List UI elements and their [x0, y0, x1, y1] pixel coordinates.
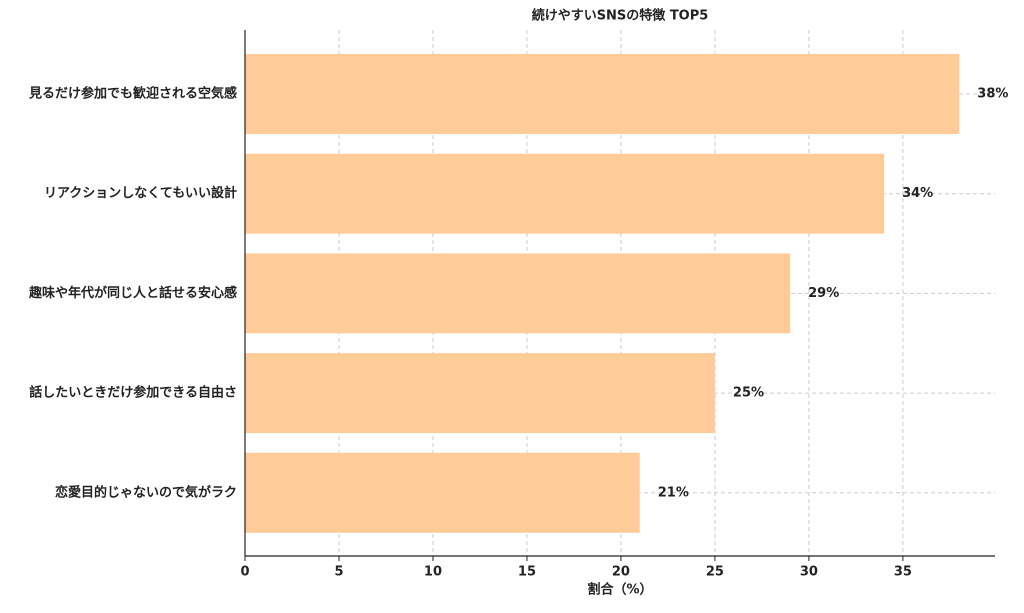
- x-tick-label: 15: [518, 565, 536, 580]
- x-tick-label: 5: [334, 565, 343, 580]
- x-tick-label: 20: [612, 565, 630, 580]
- y-tick-label: 趣味や年代が同じ人と話せる安心感: [28, 285, 237, 301]
- x-tick-label: 30: [800, 565, 818, 580]
- x-tick-label: 25: [706, 565, 724, 580]
- value-label: 34%: [902, 186, 933, 201]
- bar: [245, 452, 640, 533]
- bar: [245, 253, 791, 334]
- y-tick-label: 見るだけ参加でも歓迎される空気感: [28, 86, 237, 102]
- x-tick-label: 10: [424, 565, 442, 580]
- bar: [245, 54, 960, 134]
- x-axis-title: 割合（%）: [587, 582, 652, 598]
- bar: [245, 353, 715, 434]
- y-tick-label: 話したいときだけ参加できる自由さ: [29, 385, 237, 401]
- chart-title: 続けやすいSNSの特徴 TOP5: [532, 8, 709, 24]
- x-tick-label: 35: [894, 565, 912, 580]
- value-label: 29%: [808, 286, 839, 301]
- y-tick-label: リアクションしなくてもいい設計: [44, 185, 237, 201]
- y-tick-label: 恋愛目的じゃないので気がラク: [55, 484, 237, 500]
- value-label: 38%: [977, 87, 1008, 102]
- value-label: 25%: [733, 386, 764, 401]
- value-label: 21%: [658, 485, 689, 500]
- x-tick-label: 0: [240, 565, 249, 580]
- bar: [245, 153, 885, 234]
